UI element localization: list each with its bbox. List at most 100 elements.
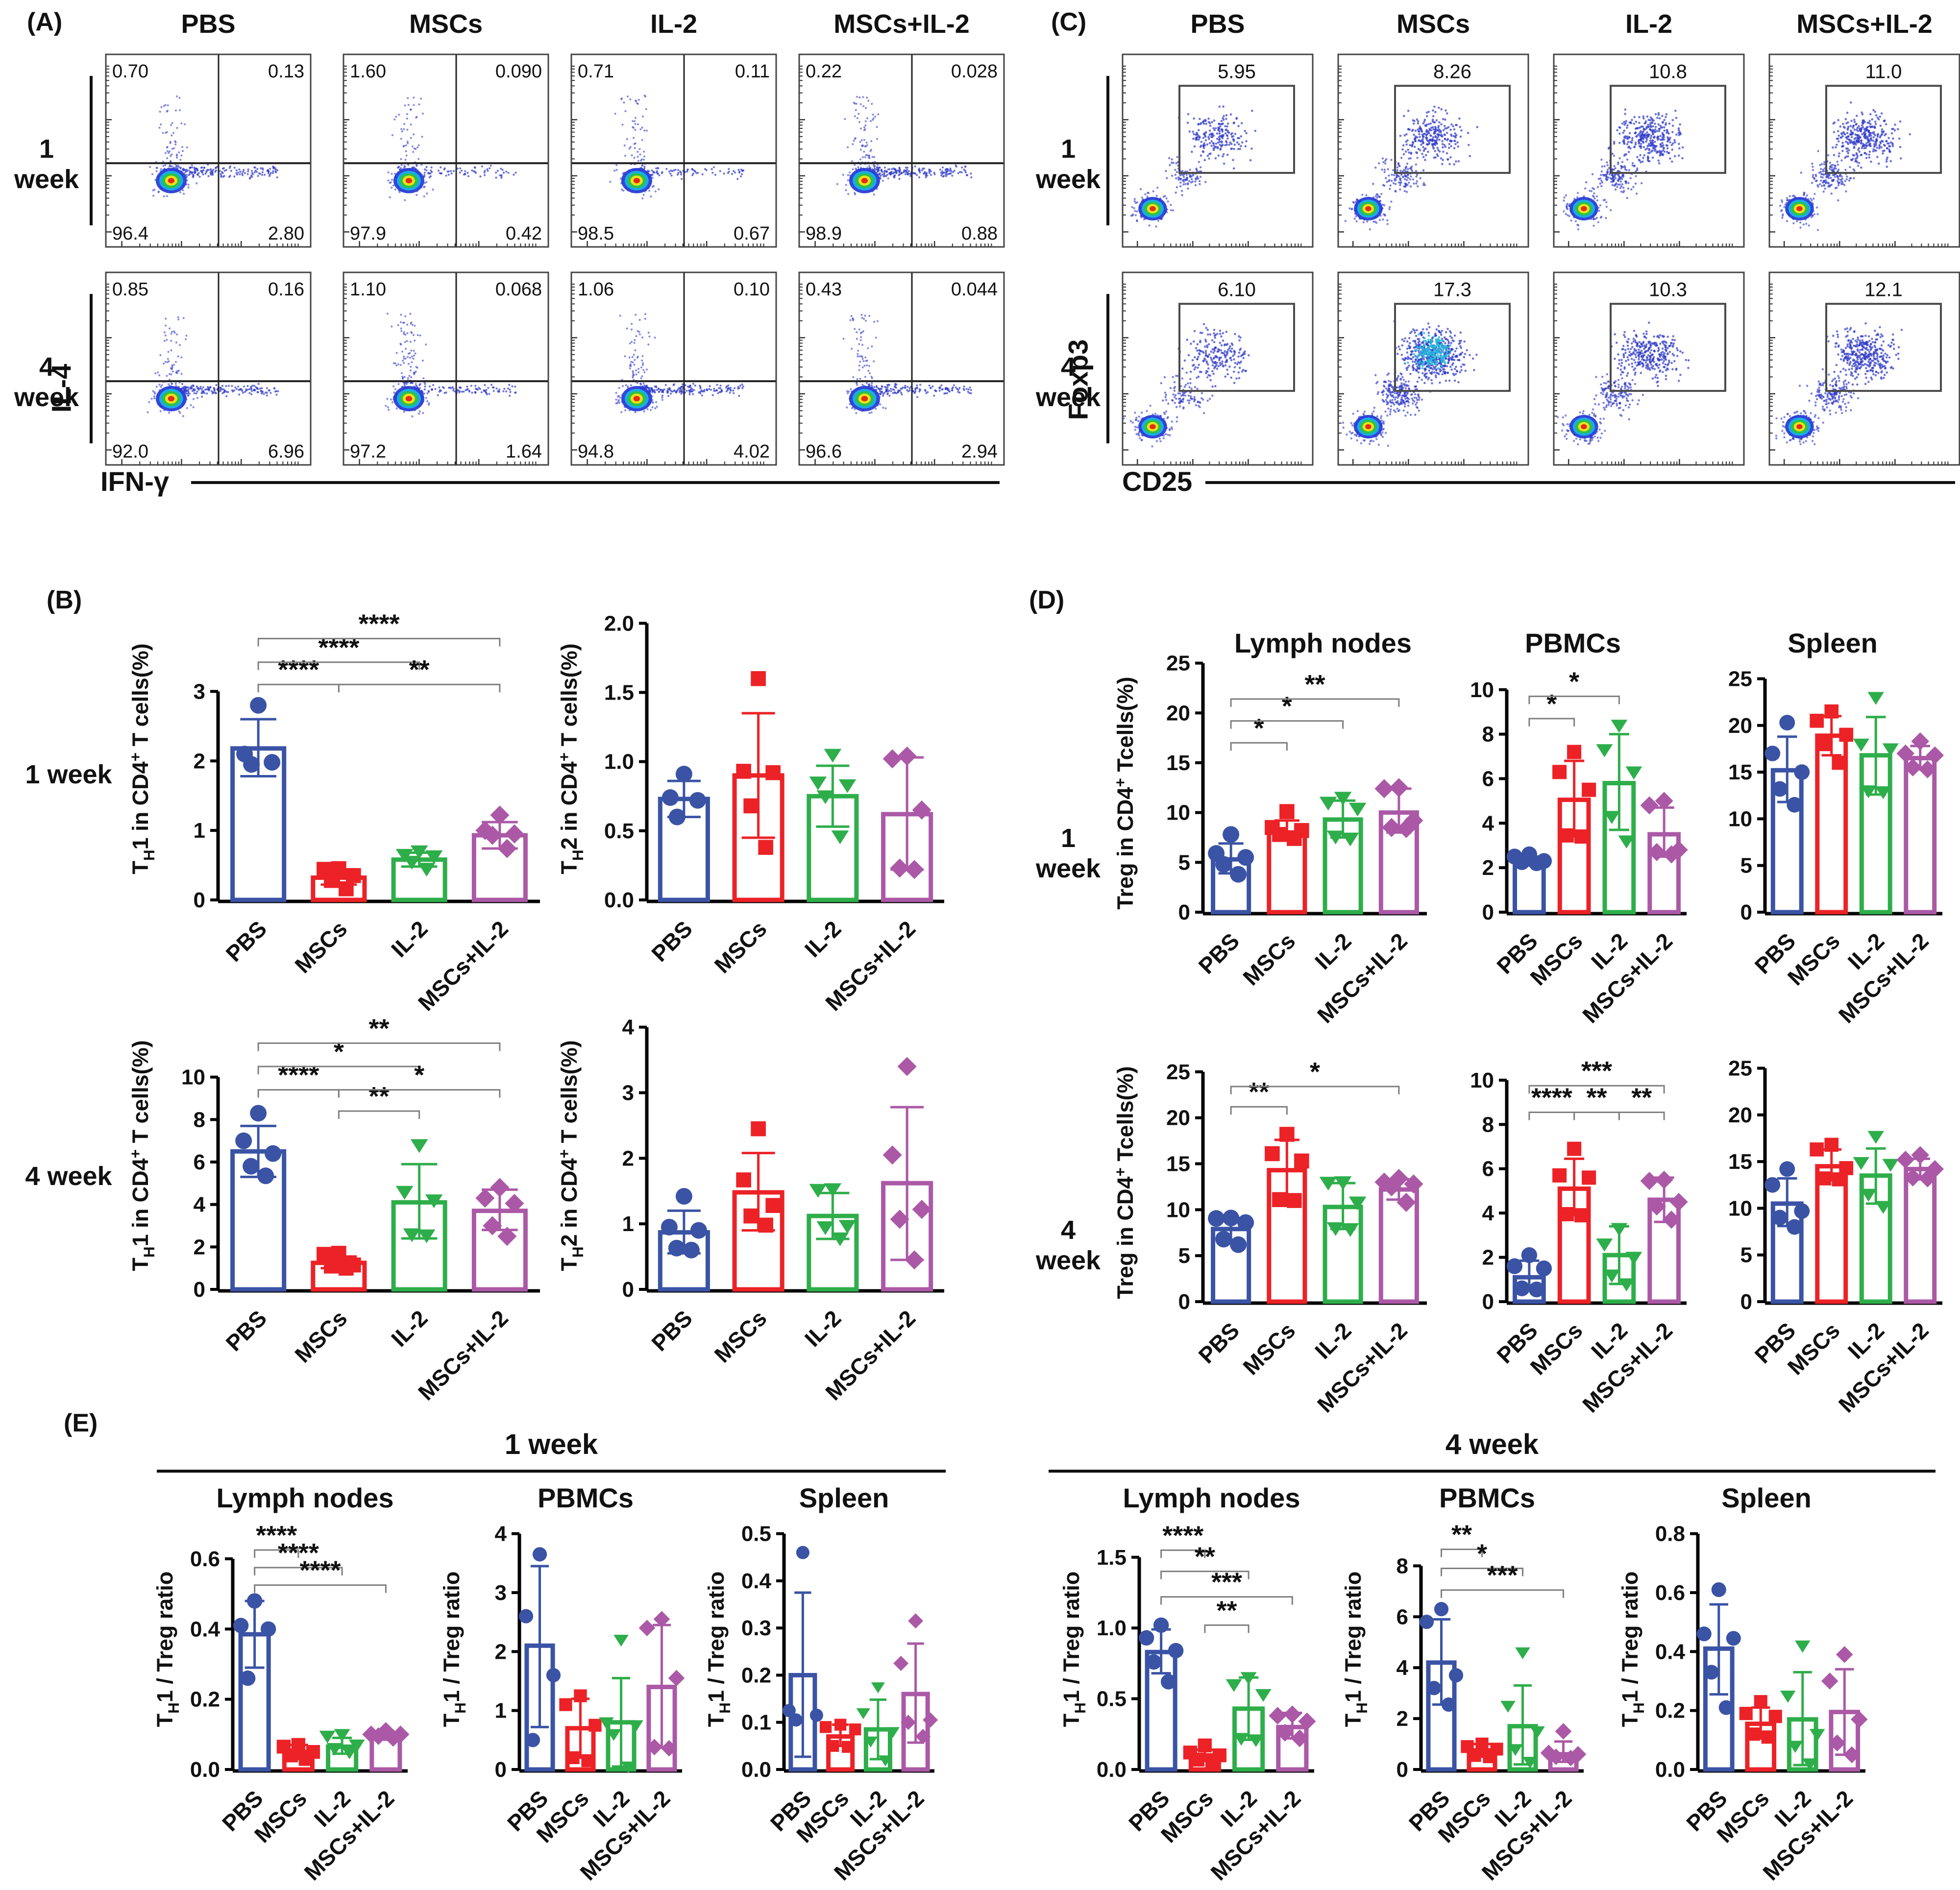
panel-e-week-underline	[157, 1470, 946, 1473]
sig-asterisks: **	[1586, 1083, 1607, 1112]
quadrant-value-ll: 96.4	[112, 223, 148, 244]
gate-value: 10.8	[1649, 61, 1687, 82]
flow-plot-1week-MSCs: 8.26	[1337, 53, 1529, 248]
y-tick-label: 15	[1728, 760, 1752, 784]
y-tick-label: 20	[1728, 714, 1752, 738]
sig-asterisks: ****	[278, 1061, 319, 1090]
quadrant-value-ul: 1.06	[578, 279, 614, 300]
y-tick-label: 10	[181, 1066, 205, 1090]
quadrant-value-ll: 97.9	[350, 223, 386, 244]
sig-asterisks: **	[368, 1082, 389, 1111]
quadrant-value-ur: 0.090	[495, 61, 542, 82]
y-tick-label: 0	[1482, 1290, 1494, 1314]
y-tick-label: 0.5	[604, 819, 634, 843]
y-tick-label: 0	[622, 1278, 634, 1302]
y-tick-label: 6	[1396, 1605, 1408, 1629]
y-tick-label: 2.0	[604, 611, 634, 635]
flow-column-header: IL-2	[650, 9, 697, 39]
y-tick-label: 2	[1482, 1246, 1494, 1270]
gate-value: 10.3	[1649, 279, 1687, 300]
flow-x-axis-label: CD25	[1122, 466, 1193, 497]
x-category-label: IL-2	[800, 916, 846, 962]
x-category-label: MSCs	[1783, 928, 1845, 990]
quadrant-value-ul: 0.85	[112, 279, 148, 300]
quadrant-value-ur: 0.13	[268, 61, 304, 82]
y-tick-label: 4	[1482, 811, 1494, 835]
y-tick-label: 0.2	[741, 1663, 771, 1687]
panel-b-label: (B)	[47, 586, 82, 614]
flow-row-bracket-line	[90, 76, 93, 225]
y-tick-label: 1	[622, 1212, 634, 1236]
y-tick-label: 3	[495, 1581, 507, 1605]
sig-asterisks: *	[1569, 667, 1579, 696]
panel-b-charts: 0 1 2 3 TH1 in CD4+ T cells(%) PBS MSCs IL-2 MSC…	[0, 563, 980, 1421]
flow-column-header: MSCs+IL-2	[1796, 9, 1933, 39]
flow-column-header: PBS	[181, 9, 236, 39]
quadrant-value-lr: 2.80	[268, 223, 304, 244]
panel-e-organ-title: PBMCs	[1439, 1482, 1536, 1513]
quadrant-value-lr: 4.02	[734, 441, 770, 462]
quadrant-value-lr: 0.42	[506, 223, 542, 244]
x-category-label: PBS	[221, 1305, 272, 1356]
y-tick-label: 0	[1396, 1758, 1408, 1782]
panel-e-label: (E)	[64, 1409, 98, 1437]
x-category-label: IL-2	[386, 916, 433, 962]
flow-plot-4week-MSCs: 1.10 0.068 97.2 1.64	[343, 271, 549, 466]
flow-x-axis-label: IFN-γ	[100, 466, 169, 497]
quadrant-value-ur: 0.028	[951, 61, 998, 82]
y-tick-label: 0.4	[190, 1617, 220, 1641]
y-tick-label: 10	[1728, 1196, 1752, 1220]
y-tick-label: 5	[1740, 1243, 1752, 1267]
y-tick-label: 25	[1166, 652, 1190, 676]
y-tick-label: 20	[1166, 701, 1190, 725]
y-tick-label: 20	[1166, 1106, 1190, 1130]
y-tick-label: 6	[1482, 767, 1494, 791]
flow-row-bracket-line	[1106, 294, 1109, 443]
y-tick-label: 6	[194, 1150, 205, 1174]
y-tick-label: 0.0	[741, 1758, 771, 1782]
panel-d-organ-title: Lymph nodes	[1234, 628, 1412, 658]
flow-plot-1week-PBS: 5.95	[1122, 53, 1314, 248]
flow-plot-4week-MSCs+IL-2: 0.43 0.044 96.6 2.94	[798, 271, 1005, 466]
x-category-label: MSCs	[710, 916, 772, 978]
panel-e-week-underline	[1049, 1470, 1936, 1473]
y-axis-title: TH1 / Treg ratio	[1341, 1572, 1371, 1727]
flow-plot-4week-IL-2: 10.3	[1553, 271, 1745, 466]
bar-MSCs	[1557, 798, 1591, 915]
gate-value: 8.26	[1433, 61, 1471, 82]
y-axis-title: TH1 in CD4+ T cells(%)	[126, 643, 158, 874]
sig-asterisks: **	[1631, 1083, 1652, 1112]
bar-MSCs+IL-2	[1904, 1166, 1937, 1304]
sig-asterisks: *	[414, 1061, 424, 1090]
flow-plot-4week-IL-2: 1.06 0.10 94.8 4.02	[570, 271, 777, 466]
flow-x-axis-line	[191, 481, 1000, 484]
panel-a-label: (A)	[27, 8, 63, 36]
panel-c-label: (C)	[1051, 8, 1087, 36]
panel-e-organ-title: Spleen	[799, 1482, 889, 1513]
y-tick-label: 0.2	[1655, 1699, 1685, 1723]
y-axis-title: TH1 / Treg ratio	[1059, 1572, 1089, 1727]
y-tick-label: 5	[1178, 850, 1190, 874]
panel-e-organ-title: Lymph nodes	[1123, 1482, 1300, 1513]
sig-asterisks: **	[409, 655, 430, 684]
flow-column-header: IL-2	[1625, 9, 1672, 39]
quadrant-value-ur: 0.10	[734, 279, 770, 300]
y-tick-label: 0	[1178, 900, 1190, 924]
y-tick-label: 2	[194, 1235, 205, 1259]
y-tick-label: 10	[1166, 801, 1190, 825]
y-tick-label: 0.4	[1655, 1640, 1686, 1664]
y-tick-label: 10	[1470, 1068, 1494, 1092]
flow-plot-1week-PBS: 0.70 0.13 96.4 2.80	[105, 53, 312, 248]
y-tick-label: 0.0	[604, 888, 634, 912]
quadrant-value-ur: 0.068	[495, 279, 542, 300]
y-tick-label: 0.3	[741, 1616, 771, 1640]
